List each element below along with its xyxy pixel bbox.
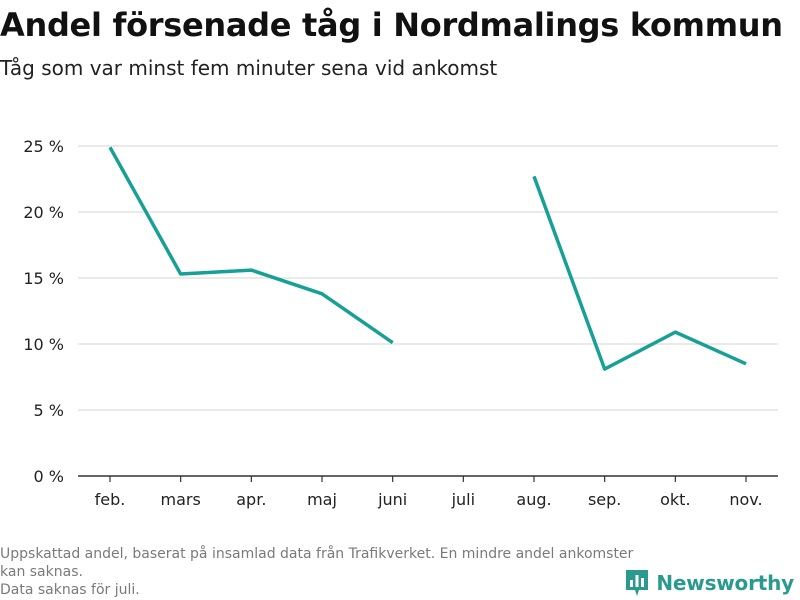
x-tick-label: okt. bbox=[660, 490, 690, 509]
x-tick-label: juli bbox=[451, 490, 475, 509]
y-tick-label: 25 % bbox=[23, 137, 64, 156]
chart-subtitle: Tåg som var minst fem minuter sena vid a… bbox=[0, 56, 498, 80]
x-tick-label: apr. bbox=[236, 490, 266, 509]
x-tick-label: nov. bbox=[729, 490, 762, 509]
series-line-segment bbox=[108, 146, 394, 345]
x-tick-label: aug. bbox=[516, 490, 551, 509]
line-chart: 0 % 5 % 10 % 15 % 20 % 25 % feb. mars apr. maj jun… bbox=[23, 137, 778, 509]
chart-title: Andel försenade tåg i Nordmalings kommun bbox=[0, 6, 783, 44]
brand-name: Newsworthy bbox=[656, 571, 794, 595]
y-tick-label: 0 % bbox=[34, 467, 64, 486]
series-line-segment bbox=[532, 175, 747, 371]
x-tick-label: juni bbox=[377, 490, 407, 509]
y-tick-label: 5 % bbox=[34, 401, 64, 420]
x-tick-label: mars bbox=[161, 490, 201, 509]
footnote-line-2: Data saknas för juli. bbox=[0, 582, 140, 598]
footnote-line-1: Uppskattad andel, baserat på insamlad da… bbox=[0, 546, 634, 580]
y-tick-label: 10 % bbox=[23, 335, 64, 354]
x-tick-label: sep. bbox=[588, 490, 621, 509]
newsworthy-logo: Newsworthy bbox=[624, 568, 794, 598]
y-tick-label: 20 % bbox=[23, 203, 64, 222]
x-tick-label: maj bbox=[307, 490, 337, 509]
y-tick-label: 15 % bbox=[23, 269, 64, 288]
footnote: Uppskattad andel, baserat på insamlad da… bbox=[0, 545, 640, 599]
bar-chart-logo-icon bbox=[626, 570, 649, 596]
x-tick-label: feb. bbox=[95, 490, 126, 509]
